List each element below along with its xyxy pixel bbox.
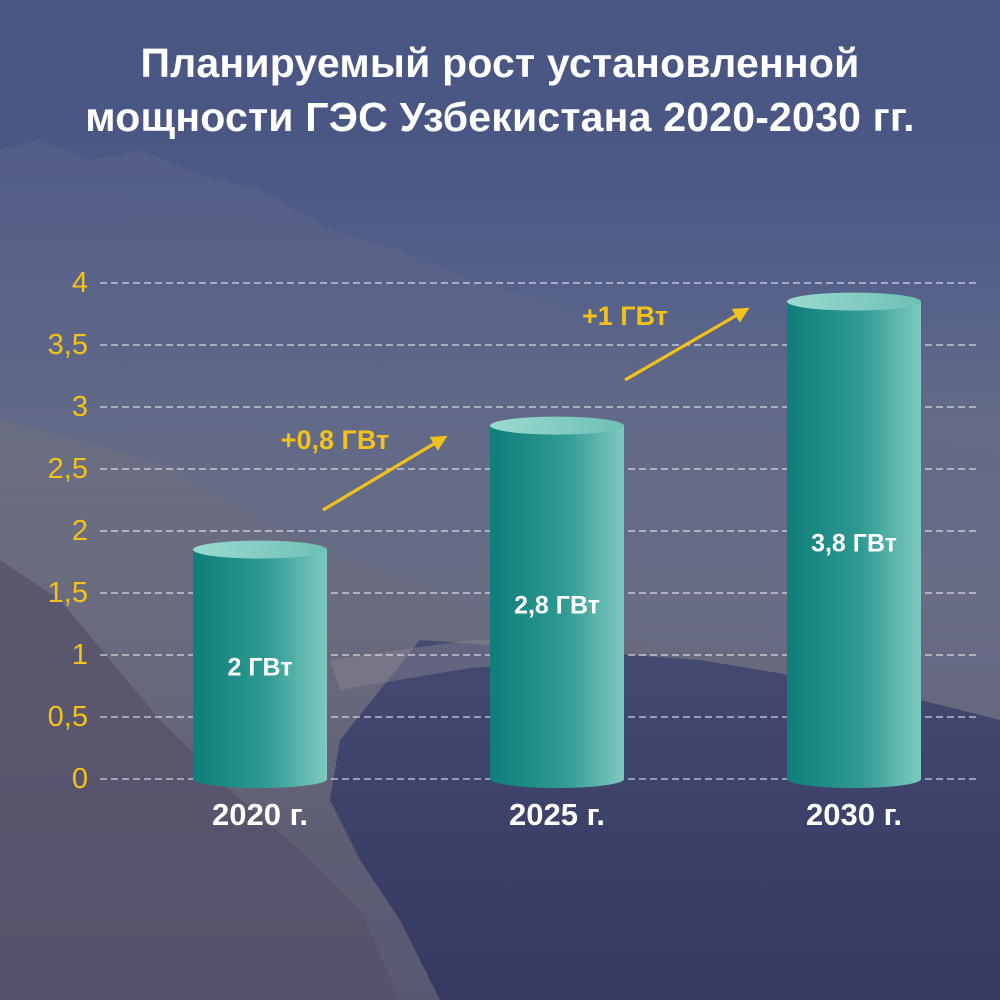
y-tick-label: 0	[72, 763, 88, 795]
x-category-label: 2025 г.	[509, 797, 605, 832]
y-tick-label: 0,5	[48, 701, 88, 733]
bar-top-cap	[193, 540, 327, 559]
growth-label: +1 ГВт	[582, 301, 668, 331]
chart-title-line-1: Планируемый рост установленной	[140, 40, 860, 86]
bars: 2 ГВт 2,8 ГВт 3,8 ГВт	[193, 292, 921, 788]
growth-arrow	[322, 435, 448, 512]
bar-body	[490, 425, 624, 788]
y-tick-label: 4	[72, 267, 88, 299]
growth-annotations: +0,8 ГВт +1 ГВт	[281, 301, 750, 512]
x-category-label: 2020 г.	[212, 797, 308, 832]
bar-value-label: 2,8 ГВт	[514, 591, 600, 619]
y-tick-label: 3	[72, 391, 88, 423]
bar-0: 2 ГВт	[193, 540, 327, 788]
x-axis-labels: 2020 г. 2025 г. 2030 г.	[212, 797, 902, 832]
y-tick-label: 3,5	[48, 329, 88, 361]
bar-body	[193, 549, 327, 788]
growth-annotation: +1 ГВт	[582, 301, 750, 382]
chart-title-line-2: мощности ГЭС Узбекистана 2020-2030 гг.	[85, 94, 915, 140]
growth-arrow	[624, 307, 750, 382]
x-category-label: 2030 г.	[806, 797, 902, 832]
bar-body	[787, 301, 921, 788]
y-tick-label: 1	[72, 639, 88, 671]
bar-value-label: 3,8 ГВт	[811, 529, 897, 557]
bar-2: 3,8 ГВт	[787, 292, 921, 788]
chart-title: Планируемый рост установленной мощности …	[0, 36, 1000, 144]
y-tick-label: 2	[72, 515, 88, 547]
bar-top-cap	[490, 416, 624, 435]
y-tick-label: 1,5	[48, 577, 88, 609]
growth-annotation: +0,8 ГВт	[281, 425, 448, 512]
bar-top-cap	[787, 292, 921, 311]
y-axis-ticks: 0 0,5 1 1,5 2 2,5 3 3,5 4	[48, 267, 88, 795]
y-tick-label: 2,5	[48, 453, 88, 485]
growth-label: +0,8 ГВт	[281, 425, 389, 455]
bar-value-label: 2 ГВт	[228, 653, 293, 681]
bar-1: 2,8 ГВт	[490, 416, 624, 788]
